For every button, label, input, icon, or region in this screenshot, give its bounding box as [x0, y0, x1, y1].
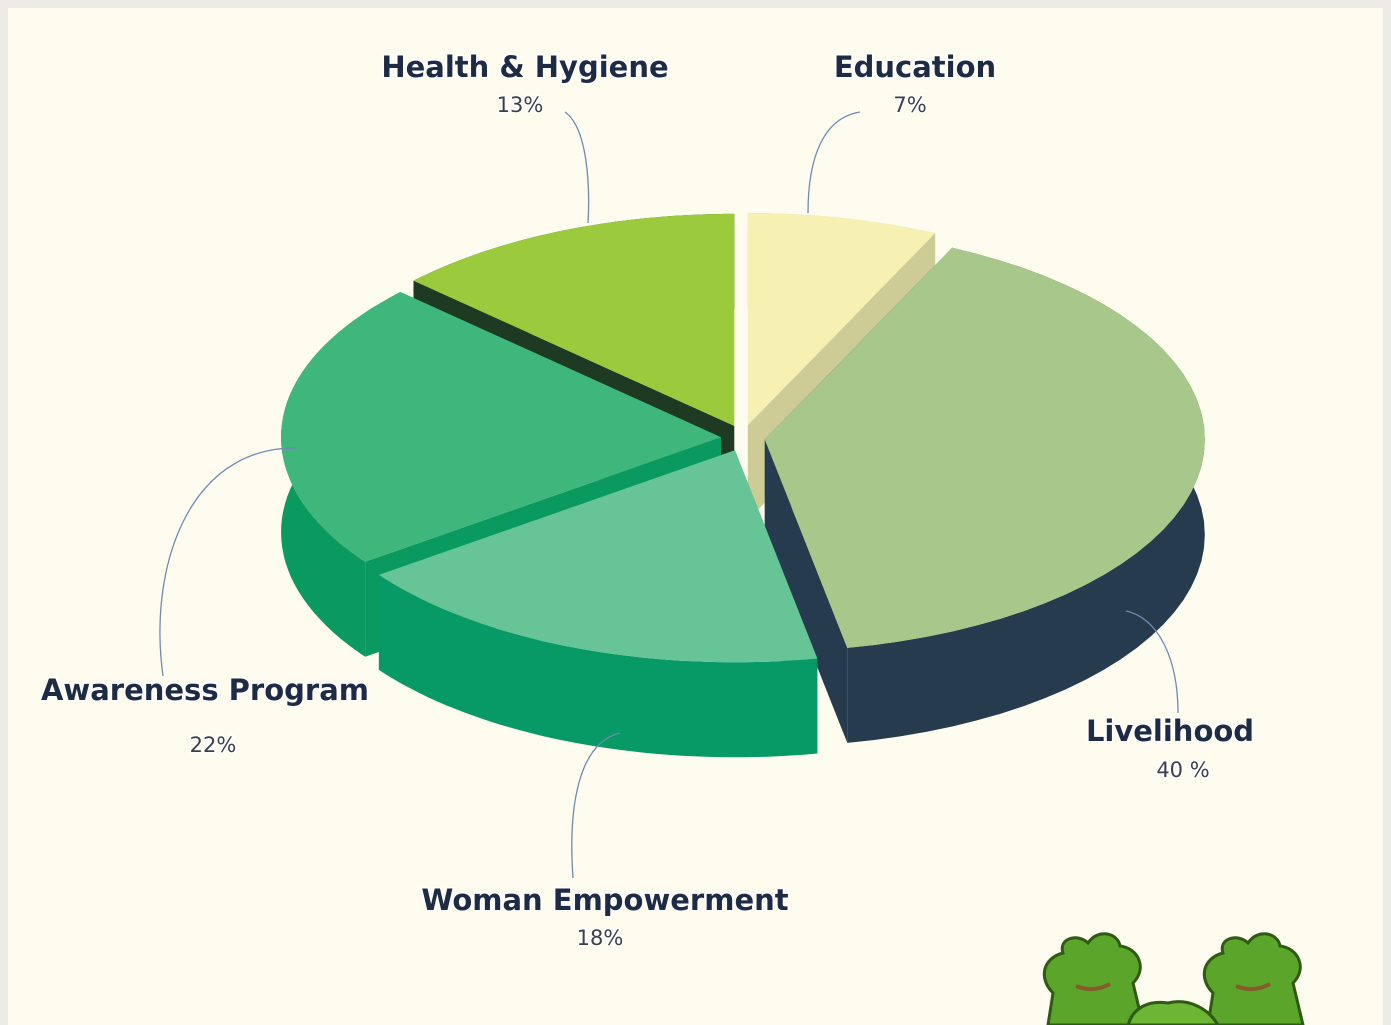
category-label: Health & Hygiene	[381, 50, 668, 84]
category-label: Education	[834, 50, 996, 84]
value-label: 7%	[893, 93, 926, 117]
value-label: 22%	[190, 733, 237, 757]
money-bags	[1044, 934, 1303, 1025]
category-label: Woman Empowerment	[421, 883, 788, 917]
value-label: 13%	[497, 93, 544, 117]
chart: Education 7% Livelihood 40 % Woman Empowerme…	[8, 8, 1383, 1025]
category-label: Livelihood	[1086, 714, 1254, 748]
leader-line	[572, 733, 620, 878]
category-label: Awareness Program	[41, 673, 369, 707]
value-label: 18%	[577, 926, 624, 950]
value-label: 40 %	[1156, 758, 1209, 782]
page: Education 7% Livelihood 40 % Woman Empowerme…	[0, 0, 1391, 1025]
leader-line	[160, 448, 295, 676]
leader-line	[808, 112, 860, 213]
leader-line	[565, 112, 589, 223]
